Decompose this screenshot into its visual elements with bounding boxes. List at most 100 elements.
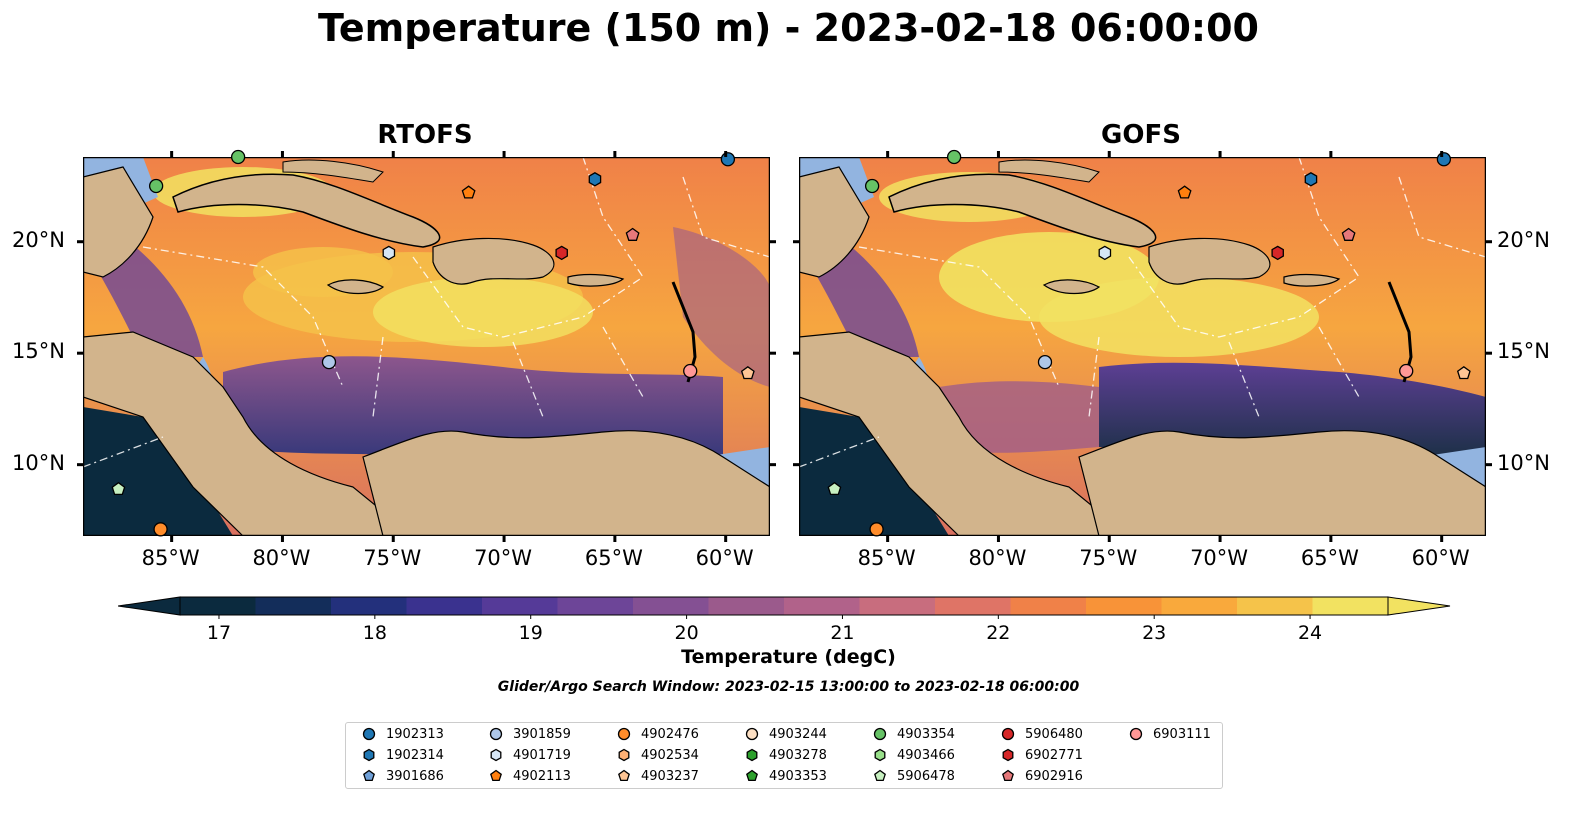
hexagon-marker-icon: [490, 748, 502, 762]
colorbar-frame: [179, 596, 1389, 616]
float-marker-4901719: [1098, 245, 1112, 261]
lon-tick-label: 65°W: [1300, 546, 1359, 570]
legend-item: 6903111: [1127, 725, 1211, 743]
lon-tick-label: 80°W: [252, 546, 311, 570]
legend-item: 4903353: [743, 767, 827, 785]
lon-tick-label: 70°W: [474, 546, 533, 570]
pentagon-marker-icon: [490, 769, 502, 782]
lon-tick-mark: [170, 536, 174, 542]
hexagon-marker-icon: [618, 748, 630, 762]
colorbar-bin: [1237, 597, 1313, 615]
colorbar-bin: [1312, 597, 1389, 615]
lon-tick-mark: [1329, 151, 1333, 157]
legend-item: 3901686: [360, 767, 444, 785]
legend-label: 5906478: [897, 768, 955, 784]
float-marker-4902476: [153, 522, 168, 537]
float-marker-4902113: [1177, 185, 1192, 199]
lon-tick-mark: [886, 151, 890, 157]
float-marker-6903111: [1399, 363, 1414, 379]
map-gofs: [799, 157, 1486, 536]
lat-tick-label: 15°N: [1497, 339, 1550, 364]
float-marker-5906478: [111, 481, 126, 496]
colorbar-bin: [557, 597, 634, 615]
float-marker-4903237: [1456, 366, 1471, 380]
lon-tick-mark: [170, 151, 174, 157]
legend-label: 4903244: [769, 726, 827, 742]
figure-title: Temperature (150 m) - 2023-02-18 06:00:0…: [317, 6, 1259, 50]
float-marker-4902476: [869, 522, 884, 537]
colorbar-tick-label: 18: [363, 622, 387, 643]
float-legend: 1902313 1902314 3901686 3901859 4901719 49021…: [345, 722, 1223, 789]
lat-tick-mark: [1486, 351, 1492, 355]
circle-marker-icon: [489, 727, 503, 741]
lon-tick-mark: [1440, 151, 1444, 157]
lon-tick-label: 75°W: [1079, 546, 1138, 570]
lon-tick-mark: [391, 151, 395, 157]
legend-item: 4902534: [615, 746, 699, 764]
lat-tick-mark: [793, 351, 799, 355]
lat-tick-label: 10°N: [1497, 450, 1550, 475]
lon-tick-mark: [1218, 536, 1222, 542]
lon-tick-mark: [724, 151, 728, 157]
colorbar-bin: [859, 597, 936, 615]
float-marker-4903237: [740, 366, 755, 380]
lon-tick-label: 85°W: [141, 546, 200, 570]
legend-item: 4903237: [615, 767, 699, 785]
colorbar-bin: [1086, 597, 1162, 615]
hexagon-marker-icon: [1002, 748, 1014, 762]
circle-marker-icon: [1001, 727, 1015, 741]
circle-marker-icon: [745, 727, 759, 741]
legend-label: 4902476: [641, 726, 699, 742]
legend-label: 5906480: [1025, 726, 1083, 742]
lon-tick-label: 60°W: [695, 546, 754, 570]
colorbar-tick-label: 19: [519, 622, 543, 643]
circle-marker-icon: [873, 727, 887, 741]
legend-item: 4903466: [871, 746, 955, 764]
lon-tick-mark: [1218, 151, 1222, 157]
legend-label: 4903278: [769, 747, 827, 763]
legend-label: 4902113: [513, 768, 571, 784]
colorbar-bin: [935, 597, 1011, 615]
pentagon-marker-icon: [363, 769, 375, 782]
float-marker-6902771: [1271, 245, 1284, 261]
float-marker-4903354: [864, 178, 880, 194]
legend-label: 4903466: [897, 747, 955, 763]
colorbar-tick-label: 23: [1142, 622, 1166, 643]
legend-label: 3901686: [386, 768, 444, 784]
lat-tick-mark: [77, 240, 83, 244]
hexagon-marker-icon: [746, 748, 758, 762]
colorbar-bin: [1010, 597, 1087, 615]
colorbar-bin: [708, 597, 785, 615]
lat-tick-label: 20°N: [12, 227, 65, 252]
legend-label: 4903354: [897, 726, 955, 742]
legend-label: 6902771: [1025, 747, 1083, 763]
legend-item: 1902314: [360, 746, 444, 764]
float-marker-6902771: [555, 245, 568, 261]
float-marker-6903111: [683, 363, 698, 379]
legend-label: 4903237: [641, 768, 699, 784]
colorbar-tick-label: 17: [207, 622, 231, 643]
lon-tick-mark: [613, 151, 617, 157]
circle-marker-icon: [1129, 727, 1143, 741]
lat-tick-mark: [77, 351, 83, 355]
legend-item: 4903278: [743, 746, 827, 764]
colorbar-bin: [633, 597, 709, 615]
legend-item: 5906480: [999, 725, 1083, 743]
float-marker-1902313: [1436, 152, 1452, 167]
pentagon-marker-icon: [1002, 769, 1014, 782]
float-marker-3901859: [1037, 354, 1053, 370]
float-marker-3901859: [321, 354, 337, 370]
lon-tick-mark: [724, 536, 728, 542]
float-marker-5906478: [827, 481, 842, 496]
legend-item: 6902916: [999, 767, 1083, 785]
legend-item: 4903354: [871, 725, 955, 743]
legend-item: 5906478: [871, 767, 955, 785]
lon-tick-mark: [1107, 151, 1111, 157]
legend-item: 4903244: [743, 725, 827, 743]
lat-tick-label: 10°N: [12, 450, 65, 475]
float-marker-1902314: [1304, 172, 1318, 187]
hexagon-marker-icon: [874, 748, 886, 762]
panel-title-gofs: GOFS: [1101, 120, 1181, 150]
lat-tick-mark: [1486, 240, 1492, 244]
